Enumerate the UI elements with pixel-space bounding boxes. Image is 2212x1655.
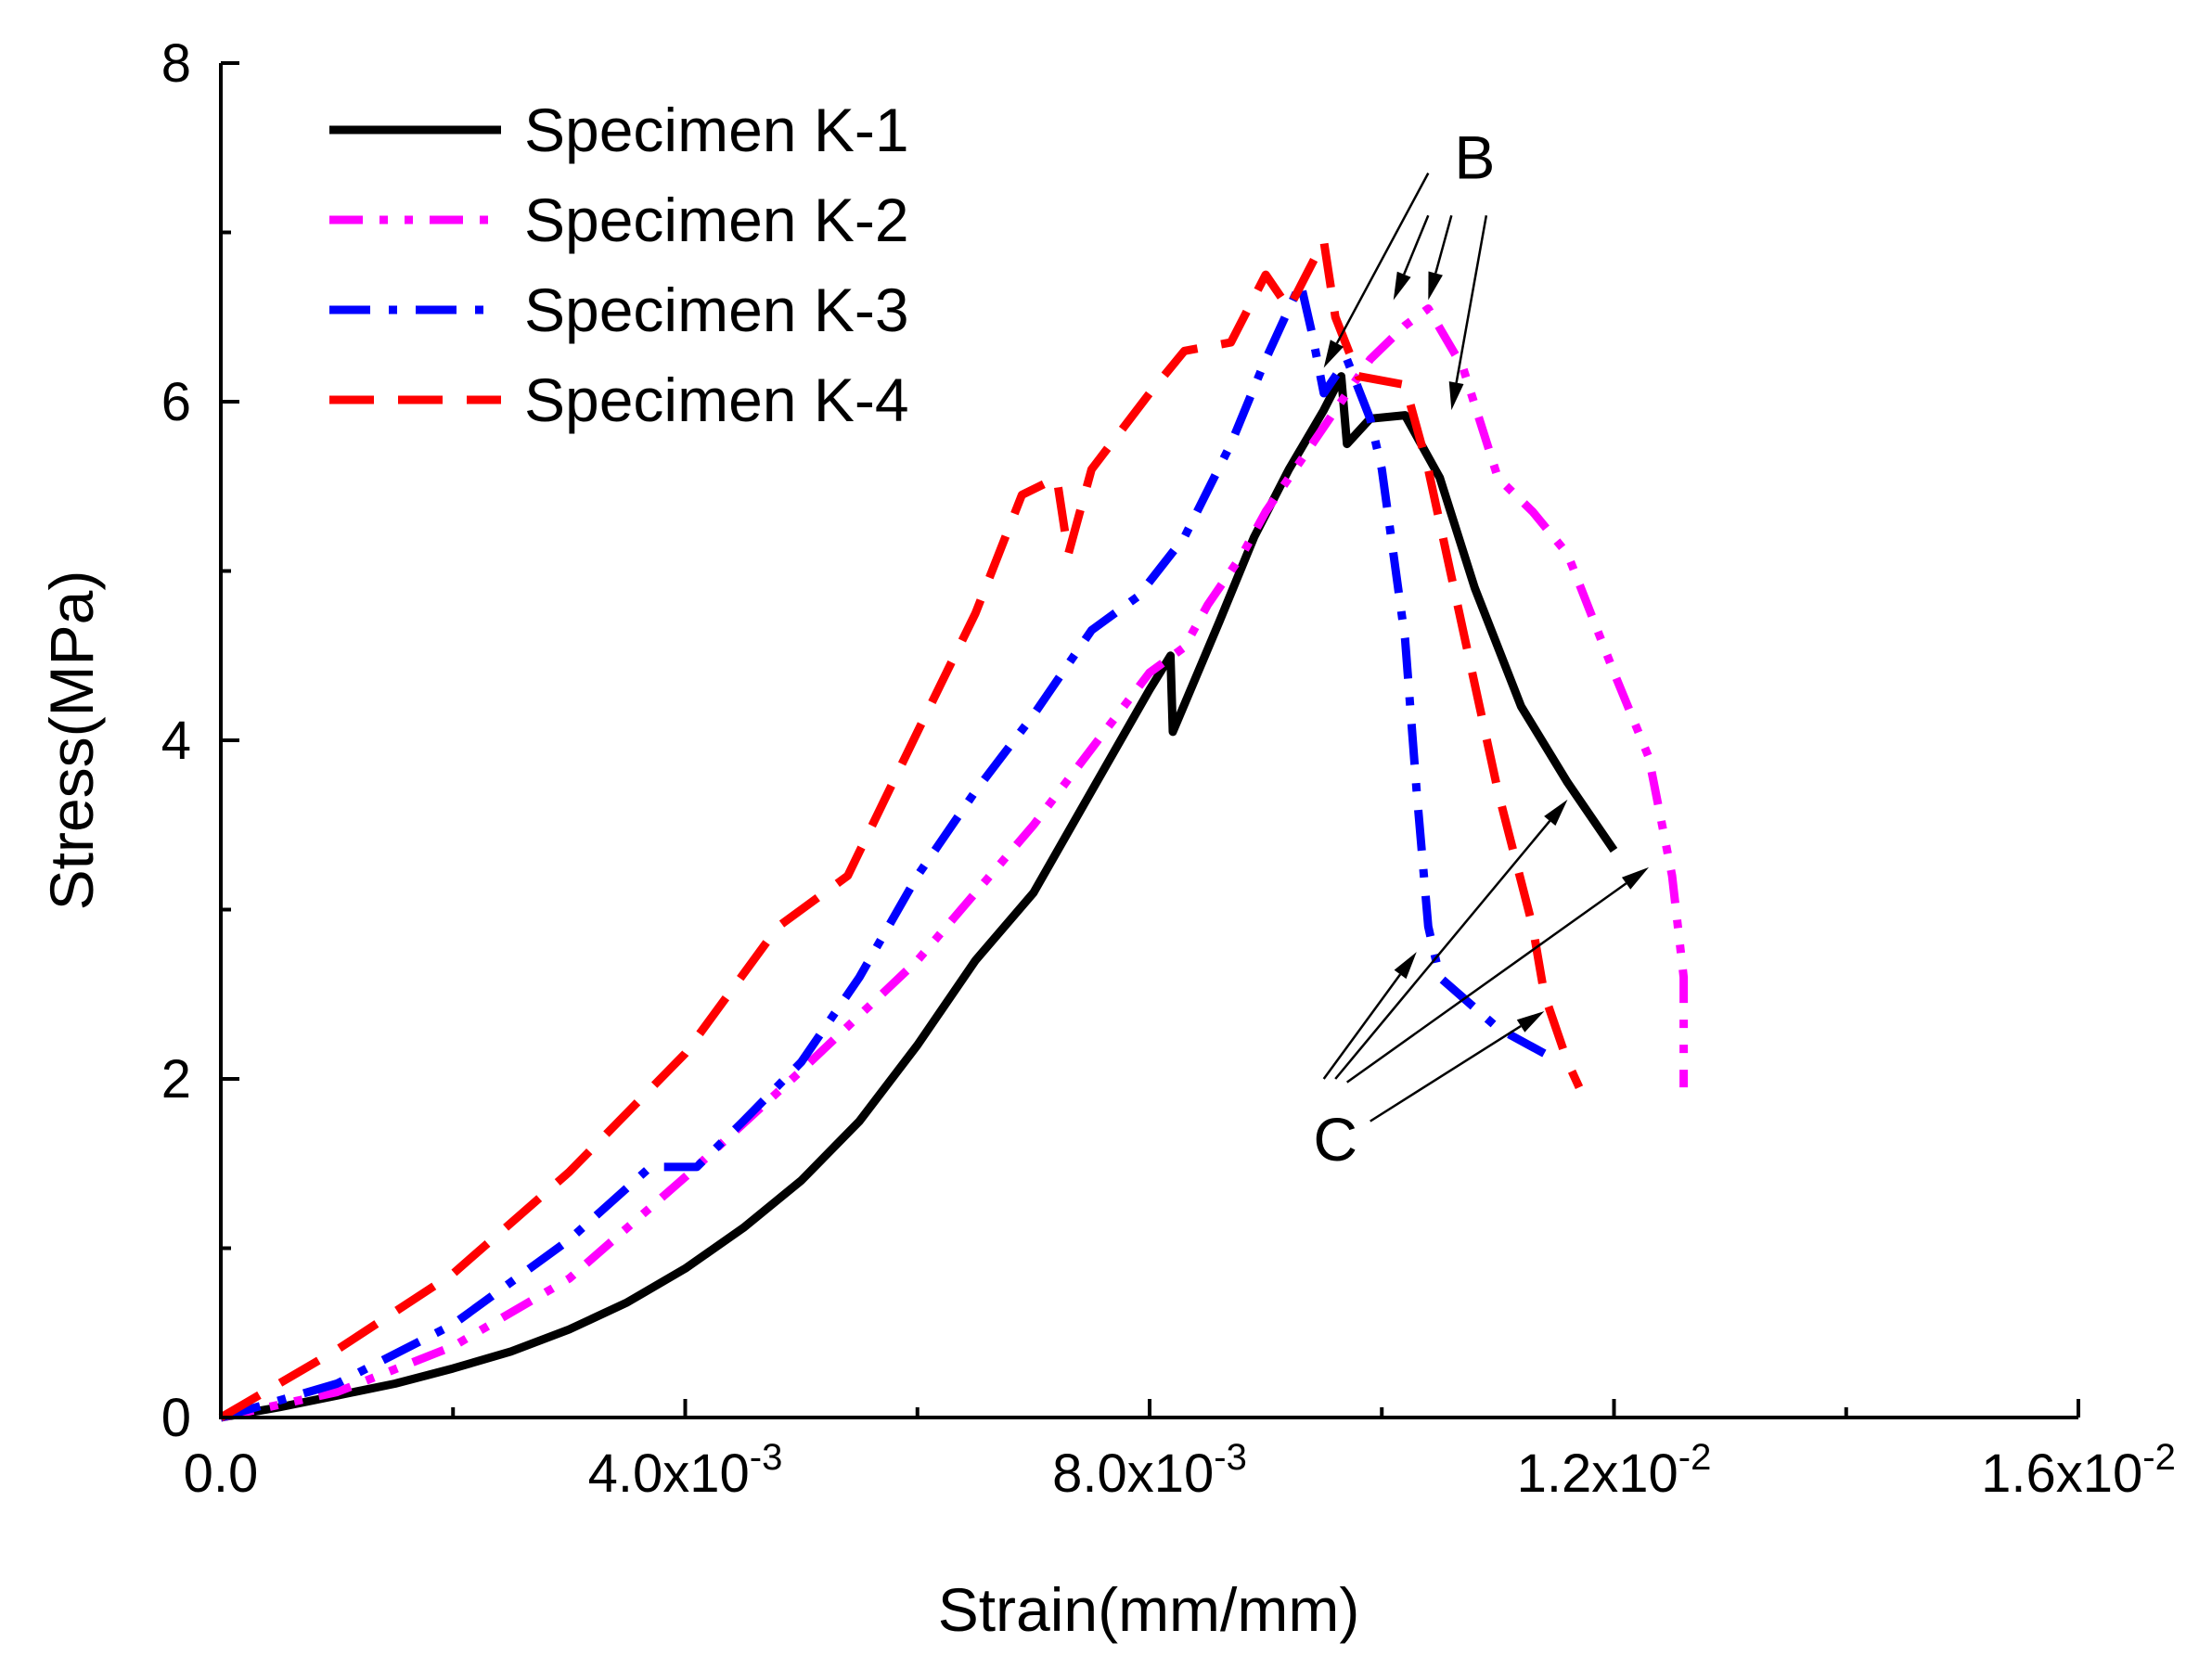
series-line-k4	[218, 237, 1584, 1421]
annotation-arrowhead-b	[1448, 381, 1464, 411]
legend-label-k1: Specimen K-1	[524, 96, 909, 164]
annotation-arrow-b	[1335, 173, 1430, 344]
legend-label-k4: Specimen K-4	[524, 366, 909, 434]
x-tick-label: 0.0	[184, 1443, 259, 1504]
annotation-arrow-b	[1434, 214, 1453, 274]
x-tick-exponent: -3	[1214, 1437, 1247, 1478]
y-tick-label: 2	[161, 1049, 191, 1110]
x-axis-title: Strain(mm/mm)	[938, 1575, 1360, 1644]
annotation-arrow-c	[1334, 820, 1551, 1080]
x-tick-mantissa: 1.6x10	[1981, 1443, 2142, 1504]
series-line-k2	[220, 304, 1689, 1422]
x-tick-mantissa: 1.2x10	[1517, 1443, 1678, 1504]
annotation-arrowhead-b	[1323, 340, 1344, 368]
annotation-arrowhead-c	[1394, 952, 1417, 980]
annotation-label-c: C	[1313, 1105, 1357, 1174]
annotation-arrow-c	[1370, 1024, 1522, 1123]
x-tick-label: 1.2x10-2	[1517, 1437, 1712, 1504]
legend: Specimen K-1 Specimen K-2 Specimen K-3 Spec…	[329, 96, 909, 434]
annotation-label-b: B	[1454, 122, 1495, 191]
x-tick-exponent: -2	[1678, 1437, 1712, 1478]
annotation-arrowhead-c	[1621, 866, 1650, 890]
annotation-arrowhead-b	[1428, 271, 1443, 301]
x-tick-label: 8.0x10-3	[1052, 1437, 1247, 1504]
annotation-arrowhead-c	[1516, 1011, 1545, 1033]
x-tick-label: 4.0x10-3	[588, 1437, 783, 1504]
legend-label-k2: Specimen K-2	[524, 186, 909, 254]
annotation-arrow-b	[1455, 215, 1488, 383]
x-tick-label: 1.6x10-2	[1981, 1437, 2176, 1504]
annotation-arrowhead-c	[1544, 799, 1568, 827]
y-tick-label: 0	[161, 1388, 191, 1448]
annotation-arrow-b	[1403, 214, 1430, 276]
annotation-arrow-c	[1345, 882, 1627, 1084]
x-tick-exponent: -3	[750, 1437, 783, 1478]
annotation-arrow-c	[1322, 973, 1402, 1080]
x-tick-mantissa: 0.0	[184, 1443, 259, 1504]
y-tick-label: 4	[161, 711, 191, 771]
series-line-k1	[220, 372, 1618, 1422]
x-tick-mantissa: 8.0x10	[1052, 1443, 1214, 1504]
y-tick-label: 6	[161, 372, 191, 432]
annotation-arrowhead-b	[1393, 271, 1411, 301]
y-axis-title: Stress(MPa)	[37, 571, 106, 911]
legend-label-k3: Specimen K-3	[524, 276, 909, 344]
y-tick-label: 8	[161, 33, 191, 94]
annotation-layer: BC	[1313, 122, 1650, 1174]
x-tick-exponent: -2	[2142, 1437, 2176, 1478]
series-line-k3	[219, 278, 1547, 1422]
x-tick-mantissa: 4.0x10	[588, 1443, 750, 1504]
series-layer	[218, 237, 1689, 1422]
axes	[219, 63, 2078, 1419]
